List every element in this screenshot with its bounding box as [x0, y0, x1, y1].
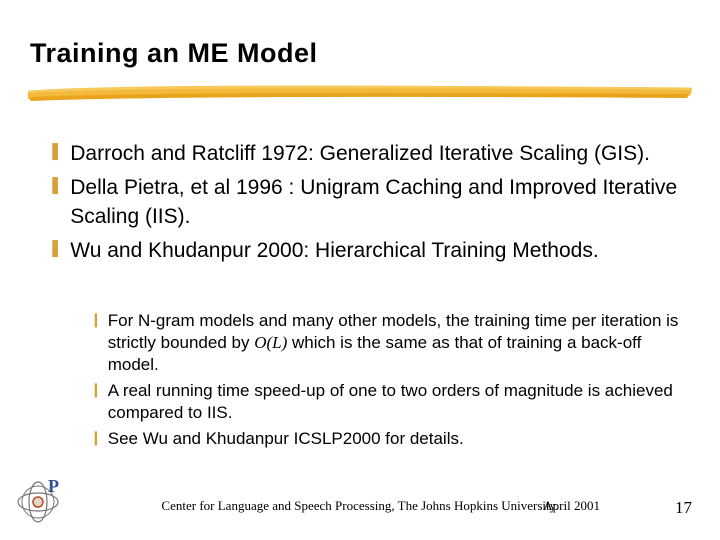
- bullet-marker-icon: ❚: [48, 140, 62, 162]
- bullet-text: Della Pietra, et al 1996 : Unigram Cachi…: [70, 174, 688, 231]
- footer-page-number: 17: [675, 498, 692, 518]
- bullet-item: ❚ Darroch and Ratcliff 1972: Generalized …: [48, 140, 688, 168]
- math-inline: O(L): [254, 333, 287, 352]
- bullet-marker-icon: ❚: [48, 174, 62, 196]
- footer-date: April 2001: [543, 498, 600, 514]
- sub-bullet-marker-icon: ❙: [90, 310, 102, 328]
- bullet-text: Wu and Khudanpur 2000: Hierarchical Trai…: [70, 237, 598, 265]
- bullet-list: ❚ Darroch and Ratcliff 1972: Generalized …: [48, 140, 688, 271]
- sub-bullet-list: ❙ For N-gram models and many other models…: [90, 310, 680, 455]
- title-wrap: Training an ME Model: [30, 38, 690, 69]
- slide: Training an ME Model ❚ Darroch and Ratcli…: [0, 0, 720, 540]
- bullet-text: Darroch and Ratcliff 1972: Generalized I…: [70, 140, 650, 168]
- bullet-item: ❚ Della Pietra, et al 1996 : Unigram Cach…: [48, 174, 688, 231]
- footer-center-text: Center for Language and Speech Processin…: [0, 498, 720, 514]
- sub-bullet-item: ❙ For N-gram models and many other models…: [90, 310, 680, 376]
- svg-text:P: P: [48, 476, 59, 496]
- slide-title: Training an ME Model: [30, 38, 690, 69]
- bullet-marker-icon: ❚: [48, 237, 62, 259]
- sub-bullet-item: ❙ See Wu and Khudanpur ICSLP2000 for deta…: [90, 428, 680, 450]
- sub-bullet-text: See Wu and Khudanpur ICSLP2000 for detai…: [108, 428, 464, 450]
- bullet-item: ❚ Wu and Khudanpur 2000: Hierarchical Tra…: [48, 237, 688, 265]
- sub-bullet-text: For N-gram models and many other models,…: [108, 310, 680, 376]
- sub-bullet-marker-icon: ❙: [90, 380, 102, 398]
- footer: Center for Language and Speech Processin…: [0, 498, 720, 518]
- sub-bullet-text: A real running time speed-up of one to t…: [108, 380, 680, 424]
- sub-bullet-item: ❙ A real running time speed-up of one to …: [90, 380, 680, 424]
- sub-bullet-marker-icon: ❙: [90, 428, 102, 446]
- title-underline: [28, 84, 692, 104]
